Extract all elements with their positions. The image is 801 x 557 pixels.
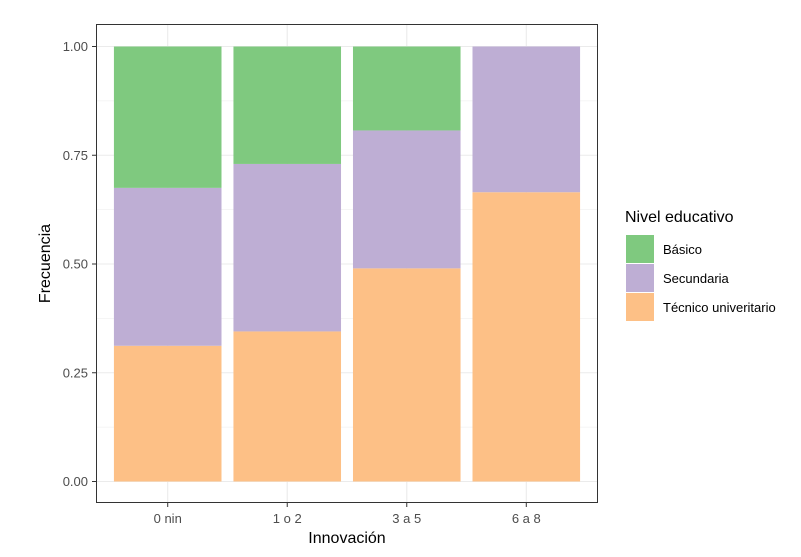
- y-tick-label: 0.00: [63, 474, 88, 489]
- bar-segment: [233, 331, 342, 482]
- y-tick-label: 0.50: [63, 257, 88, 272]
- bar-segment: [113, 345, 222, 482]
- x-tick-label: 6 a 8: [512, 511, 541, 526]
- legend-label: Secundaria: [663, 271, 730, 286]
- bar-segment: [233, 163, 342, 332]
- legend-swatch: [626, 235, 654, 263]
- x-axis-title: Innovación: [308, 530, 385, 547]
- y-tick-label: 1.00: [63, 39, 88, 54]
- x-tick-label: 0 nin: [154, 511, 182, 526]
- x-tick-label: 3 a 5: [392, 511, 421, 526]
- bar-segment: [113, 187, 222, 346]
- x-axis-ticks: 0 nin 1 o 2 3 a 5 6 a 8: [154, 503, 541, 526]
- legend-title: Nivel educativo: [625, 209, 734, 226]
- legend-label: Básico: [663, 242, 702, 257]
- legend-swatch: [626, 293, 654, 321]
- bar-segment: [472, 46, 581, 193]
- bar-segment: [113, 46, 222, 188]
- bar-segment: [352, 130, 461, 269]
- legend-swatch: [626, 264, 654, 292]
- legend: Nivel educativo Básico Secundaria Técnico …: [625, 209, 776, 321]
- y-tick-label: 0.25: [63, 365, 88, 380]
- bar-segment: [472, 192, 581, 482]
- panel-border: [96, 24, 598, 503]
- legend-label: Técnico univeritario: [663, 300, 776, 315]
- bars: [113, 46, 581, 482]
- y-tick-label: 0.75: [63, 148, 88, 163]
- x-tick-label: 1 o 2: [273, 511, 302, 526]
- y-axis-title: Frecuencia: [37, 224, 54, 303]
- bar-segment: [352, 46, 461, 131]
- bar-segment: [352, 268, 461, 482]
- bar-segment: [233, 46, 342, 164]
- y-axis-ticks: 0.00 0.25 0.50 0.75 1.00: [63, 39, 96, 489]
